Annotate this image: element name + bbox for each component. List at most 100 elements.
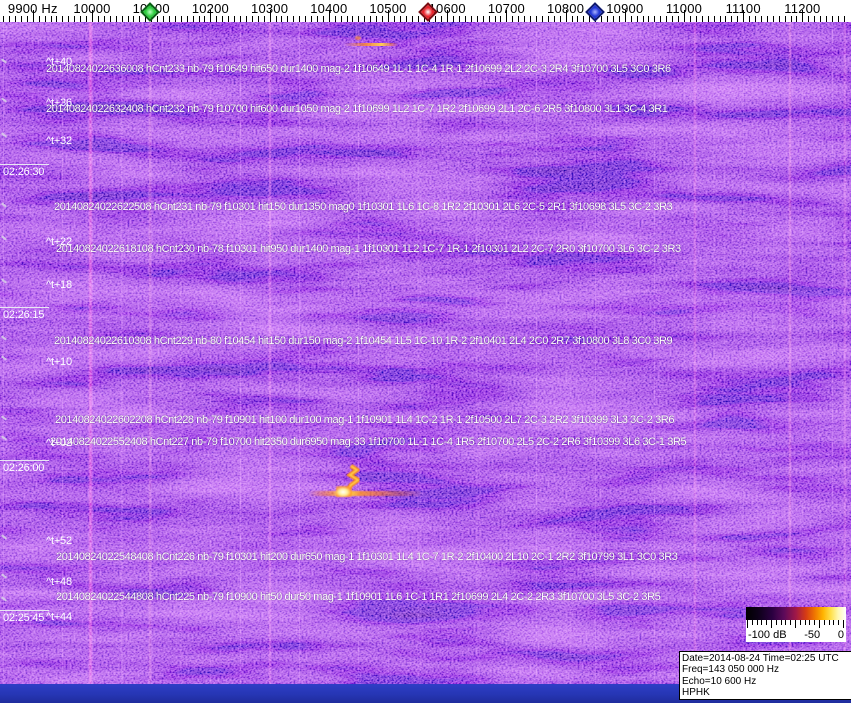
- echo-time-marker: ^t+18: [46, 279, 72, 291]
- ruler-tick: [216, 16, 218, 22]
- ruler-tick: [157, 16, 159, 22]
- db-scale-tick: [799, 620, 801, 625]
- ruler-tick: [174, 16, 176, 22]
- ruler-label: 9900 Hz: [7, 1, 58, 16]
- ruler-tick: [476, 16, 478, 22]
- ruler-tick: [506, 10, 508, 22]
- ruler-tick: [784, 16, 786, 22]
- ruler-tick: [97, 16, 99, 22]
- ruler-tick: [74, 16, 76, 22]
- ruler-tick: [405, 16, 407, 22]
- ruler-tick: [459, 16, 461, 22]
- observation-info-box: Date=2014-08-24 Time=02:25 UTC Freq=143 …: [679, 651, 851, 700]
- ruler-tick: [145, 16, 147, 22]
- db-scale-tick: [833, 620, 835, 625]
- ruler-label: 10700: [487, 1, 525, 16]
- ruler-tick: [672, 16, 674, 22]
- db-scale-tick: [785, 620, 787, 625]
- ruler-tick: [725, 16, 727, 22]
- echo-time-marker: ^t+52: [46, 535, 72, 547]
- ruler-tick: [678, 16, 680, 22]
- ruler-tick: [228, 16, 230, 22]
- ruler-tick: [328, 10, 330, 22]
- ruler-tick: [648, 16, 650, 22]
- ruler-tick: [322, 16, 324, 22]
- echo-time-marker: ^t+32: [46, 135, 72, 147]
- ruler-tick: [68, 16, 70, 22]
- time-label: 02:26:00: [0, 460, 49, 474]
- detection-line: 20140824022632408 hCnt232 nb-79 f10700 h…: [46, 103, 668, 115]
- ruler-tick: [808, 16, 810, 22]
- ruler-tick: [778, 16, 780, 22]
- ruler-tick: [109, 16, 111, 22]
- ruler-tick: [453, 16, 455, 22]
- echo-time-marker: ^t+48: [46, 576, 72, 588]
- ruler-tick: [251, 16, 253, 22]
- ruler-tick: [423, 16, 425, 22]
- noise-band: [0, 290, 851, 318]
- ruler-tick: [340, 16, 342, 22]
- ruler-tick: [612, 16, 614, 22]
- detection-line: 20140824022610308 hCnt229 nb-80 f10454 h…: [54, 335, 673, 347]
- info-frequency: Freq=143 050 000 Hz: [682, 664, 780, 676]
- meteor-echo-streak: [308, 491, 423, 496]
- echo-time-marker: ^t+22: [46, 236, 72, 248]
- noise-band: [0, 84, 851, 101]
- db-scale-ruler: [746, 620, 846, 629]
- db-scale-tick: [751, 620, 753, 625]
- ruler-tick: [701, 16, 703, 22]
- ruler-tick: [695, 16, 697, 22]
- db-color-scale: -100 dB -50 0: [746, 607, 846, 642]
- ruler-tick: [281, 16, 283, 22]
- ruler-tick: [305, 16, 307, 22]
- ruler-tick: [755, 16, 757, 22]
- ruler-tick: [518, 16, 520, 22]
- ruler-tick: [530, 16, 532, 22]
- db-scale-tick: [823, 620, 825, 625]
- ruler-tick: [500, 16, 502, 22]
- db-scale-tick: [761, 620, 763, 625]
- db-scale-tick: [747, 620, 748, 628]
- ruler-tick: [133, 16, 135, 22]
- ruler-tick: [689, 16, 691, 22]
- noise-band: [0, 348, 851, 368]
- ruler-tick: [62, 16, 64, 22]
- ruler-tick: [80, 16, 82, 22]
- ruler-tick: [26, 16, 28, 22]
- ruler-tick: [464, 16, 466, 22]
- db-scale-tick: [766, 620, 768, 625]
- frequency-ruler: 9900 Hz100001010010200103001040010500106…: [0, 0, 851, 22]
- noise-band: [0, 221, 851, 242]
- ruler-tick: [541, 16, 543, 22]
- ruler-tick: [240, 16, 241, 22]
- ruler-tick: [50, 16, 52, 22]
- ruler-tick: [524, 16, 526, 22]
- ruler-tick: [180, 16, 182, 22]
- detection-line: 20140824022544808 hCnt225 nb-79 f10900 h…: [56, 591, 661, 603]
- ruler-tick: [163, 16, 165, 22]
- info-station: HPHK: [682, 687, 710, 699]
- ruler-tick: [660, 16, 662, 22]
- ruler-tick: [601, 16, 603, 22]
- ruler-tick: [168, 16, 170, 22]
- ruler-tick: [684, 10, 685, 22]
- ruler-tick: [346, 16, 348, 22]
- ruler-tick: [666, 16, 668, 22]
- ruler-tick: [275, 16, 277, 22]
- ruler-label: 10400: [310, 1, 348, 16]
- ruler-tick: [654, 16, 656, 22]
- ruler-tick: [547, 16, 549, 22]
- ruler-tick: [393, 16, 395, 22]
- detection-line: 20140824022622508 hCnt231 nb-79 f10301 h…: [54, 201, 673, 213]
- ruler-tick: [257, 16, 259, 22]
- ruler-label: 11100: [725, 1, 761, 16]
- ruler-tick: [772, 16, 774, 22]
- db-scale-tick: [828, 620, 830, 625]
- db-scale-tick: [819, 620, 820, 628]
- ruler-tick: [435, 16, 437, 22]
- ruler-label: 10300: [251, 1, 289, 16]
- ruler-tick: [388, 10, 389, 22]
- ruler-label: 11200: [784, 1, 821, 16]
- db-scale-tick: [780, 620, 782, 625]
